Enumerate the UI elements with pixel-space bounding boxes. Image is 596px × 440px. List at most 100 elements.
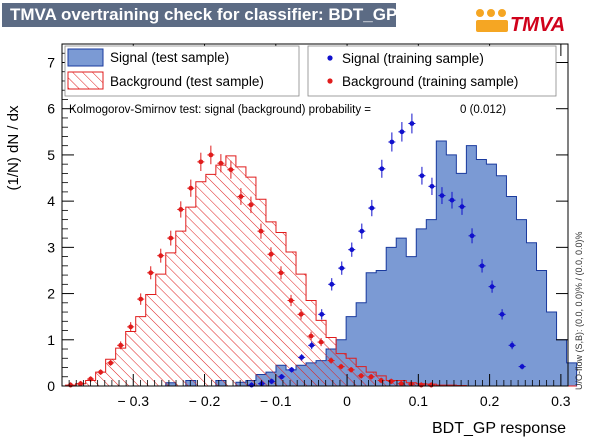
background-train-point [178,207,184,212]
signal-train-point [329,281,335,287]
signal-train-point [399,129,405,135]
background-train-point [128,324,134,330]
x-tick-label: 0.3 [551,393,571,409]
signal-train-point [249,382,254,388]
background-train-point [368,374,374,380]
plot-frame [61,43,569,387]
logo-dot-icon [498,9,506,17]
signal-train-point [389,139,395,145]
signal-train-point [449,197,455,203]
overflow-label: U/O-flow (S,B): (0.0, 0.0)% / (0.0, 0.0)… [574,231,584,390]
background-train-point [268,251,274,257]
x-axis-title: BDT_GP response [432,420,566,437]
background-train-point [358,373,364,379]
signal-train-point [339,265,345,271]
background-test-histogram [65,155,577,387]
background-train-point [328,358,334,363]
histogram-layer [65,140,578,387]
legend-label-signal-test: Signal (test sample) [110,50,229,65]
signal-train-point [409,121,415,126]
legend-box-test [64,45,300,97]
background-train-point [248,202,254,208]
signal-train-point [509,342,515,348]
signal-train-point [299,354,305,360]
background-train-point [108,360,114,366]
background-train-point [398,381,404,387]
y-tick-label: 5 [47,147,55,163]
marker-layer [67,113,526,388]
signal-train-point [429,183,435,189]
legend-box-train [307,45,557,97]
signal-train-point [419,173,425,179]
background-train-point [118,342,124,348]
logo-block-icon [476,20,508,32]
y-tick-label: 1 [47,332,55,348]
x-tick-label: 0.2 [480,393,500,409]
plot-title: TMVA overtraining check for classifier: … [2,3,397,27]
signal-train-point [369,205,375,211]
signal-train-point [469,233,475,239]
background-train-point [298,311,304,317]
background-train-point [148,270,154,276]
background-train-point [88,376,94,382]
background-train-point [188,185,194,191]
background-train-point [168,235,174,241]
legend-marker-background-train [327,78,333,84]
signal-train-point [309,342,315,348]
legend-marker-signal-train [327,55,333,61]
legend-label-background-test: Background (test sample) [110,74,264,89]
y-tick-label: 4 [47,193,55,209]
signal-train-point [279,374,285,380]
background-train-point [318,339,324,345]
background-train-point [418,382,424,388]
y-tick-label: 6 [47,101,55,117]
logo-text: TMVA [510,14,565,36]
legend-swatch-signal-test [67,48,104,67]
signal-train-point [359,228,365,234]
background-train-point [138,296,144,302]
signal-train-point [269,378,275,384]
ks-test-label: Kolmogorov-Smirnov test: signal (backgro… [69,104,371,116]
x-tick-label: − 0.1 [260,393,292,409]
background-train-point [218,160,224,166]
signal-train-point [379,166,385,172]
signal-train-point [319,311,325,317]
signal-train-point [489,284,495,290]
signal-train-point [479,263,485,269]
legend-swatch-background-test [67,71,104,90]
background-train-point [98,369,104,375]
y-tick-label: 0 [47,378,55,394]
legend-label-signal-train: Signal (training sample) [342,51,484,66]
tmva-logo: TMVA [476,9,565,36]
background-train-point [198,159,204,165]
y-axis-title: (1/N) dN / dx [5,105,22,191]
signal-train-point [519,364,525,369]
y-tick-label: 7 [47,54,55,70]
background-train-point [308,333,314,339]
signal-train-point [289,367,295,373]
background-train-point [258,228,264,234]
logo-dot-icon [476,9,484,17]
signal-train-point [459,204,465,210]
signal-train-point [439,193,445,198]
signal-train-point [499,311,505,317]
background-train-point [208,152,214,158]
x-tick-label: − 0.3 [118,393,150,409]
ks-test-value: 0 (0.012) [460,104,506,116]
signal-train-point [349,247,355,253]
y-tick-label: 3 [47,239,55,255]
background-train-point [228,167,234,173]
background-train-point [288,298,294,303]
axis-layer: 0 1 2 3 4 5 6 7 − 0.3 − 0.2 − 0.1 0 0.1 0.2 0.3 [47,43,571,409]
background-train-point [78,381,83,387]
legend-label-background-train: Background (training sample) [342,74,518,89]
y-tick-label: 2 [47,286,55,302]
background-train-point [278,270,284,276]
background-train-point [238,194,244,199]
background-train-point [338,364,344,369]
logo-dot-icon [487,9,495,17]
x-tick-label: − 0.2 [189,393,221,409]
x-tick-label: 0.1 [409,393,429,409]
background-train-point [348,367,354,373]
